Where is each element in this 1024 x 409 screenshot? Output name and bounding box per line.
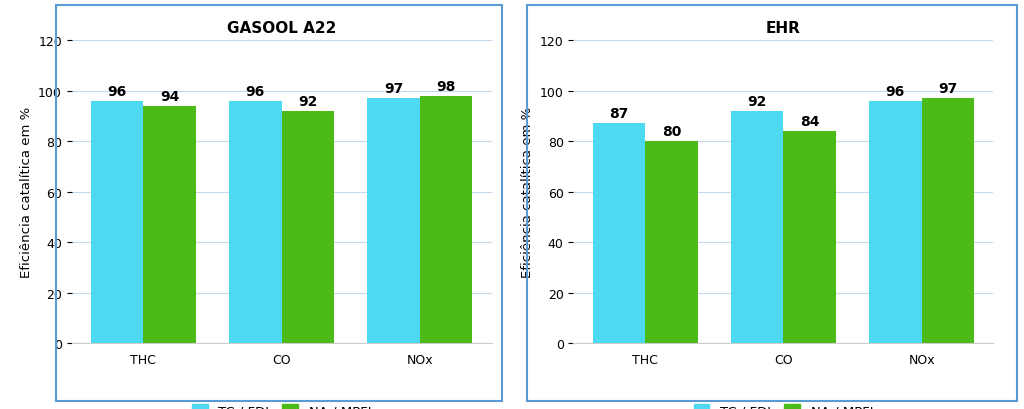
Text: 92: 92 [298,94,317,108]
Bar [593,124,645,344]
Bar [731,112,783,344]
Text: 80: 80 [662,125,681,139]
Text: 84: 84 [800,115,819,129]
Text: 98: 98 [436,79,456,93]
Legend: TC / FDI, NA / MPFI: TC / FDI, NA / MPFI [690,400,877,409]
Y-axis label: Eficiência catalítica em %: Eficiência catalítica em % [521,107,535,278]
Text: 96: 96 [246,84,265,99]
Bar [143,106,196,344]
Text: 96: 96 [108,84,127,99]
Legend: TC / FDI, NA / MPFI: TC / FDI, NA / MPFI [188,400,375,409]
Y-axis label: Eficiência catalítica em %: Eficiência catalítica em % [19,107,33,278]
Text: 96: 96 [886,84,905,99]
Bar [420,97,472,344]
Title: GASOOL A22: GASOOL A22 [227,20,336,36]
Bar [282,112,334,344]
Bar [783,132,836,344]
Bar [368,99,420,344]
Bar [229,101,282,344]
Text: 94: 94 [160,90,179,103]
Title: EHR: EHR [766,20,801,36]
Bar [645,142,697,344]
Bar [91,101,143,344]
Text: 87: 87 [609,107,629,121]
Text: 97: 97 [384,82,403,96]
Bar [922,99,974,344]
Bar [869,101,922,344]
Text: 97: 97 [938,82,957,96]
Text: 92: 92 [748,94,767,108]
